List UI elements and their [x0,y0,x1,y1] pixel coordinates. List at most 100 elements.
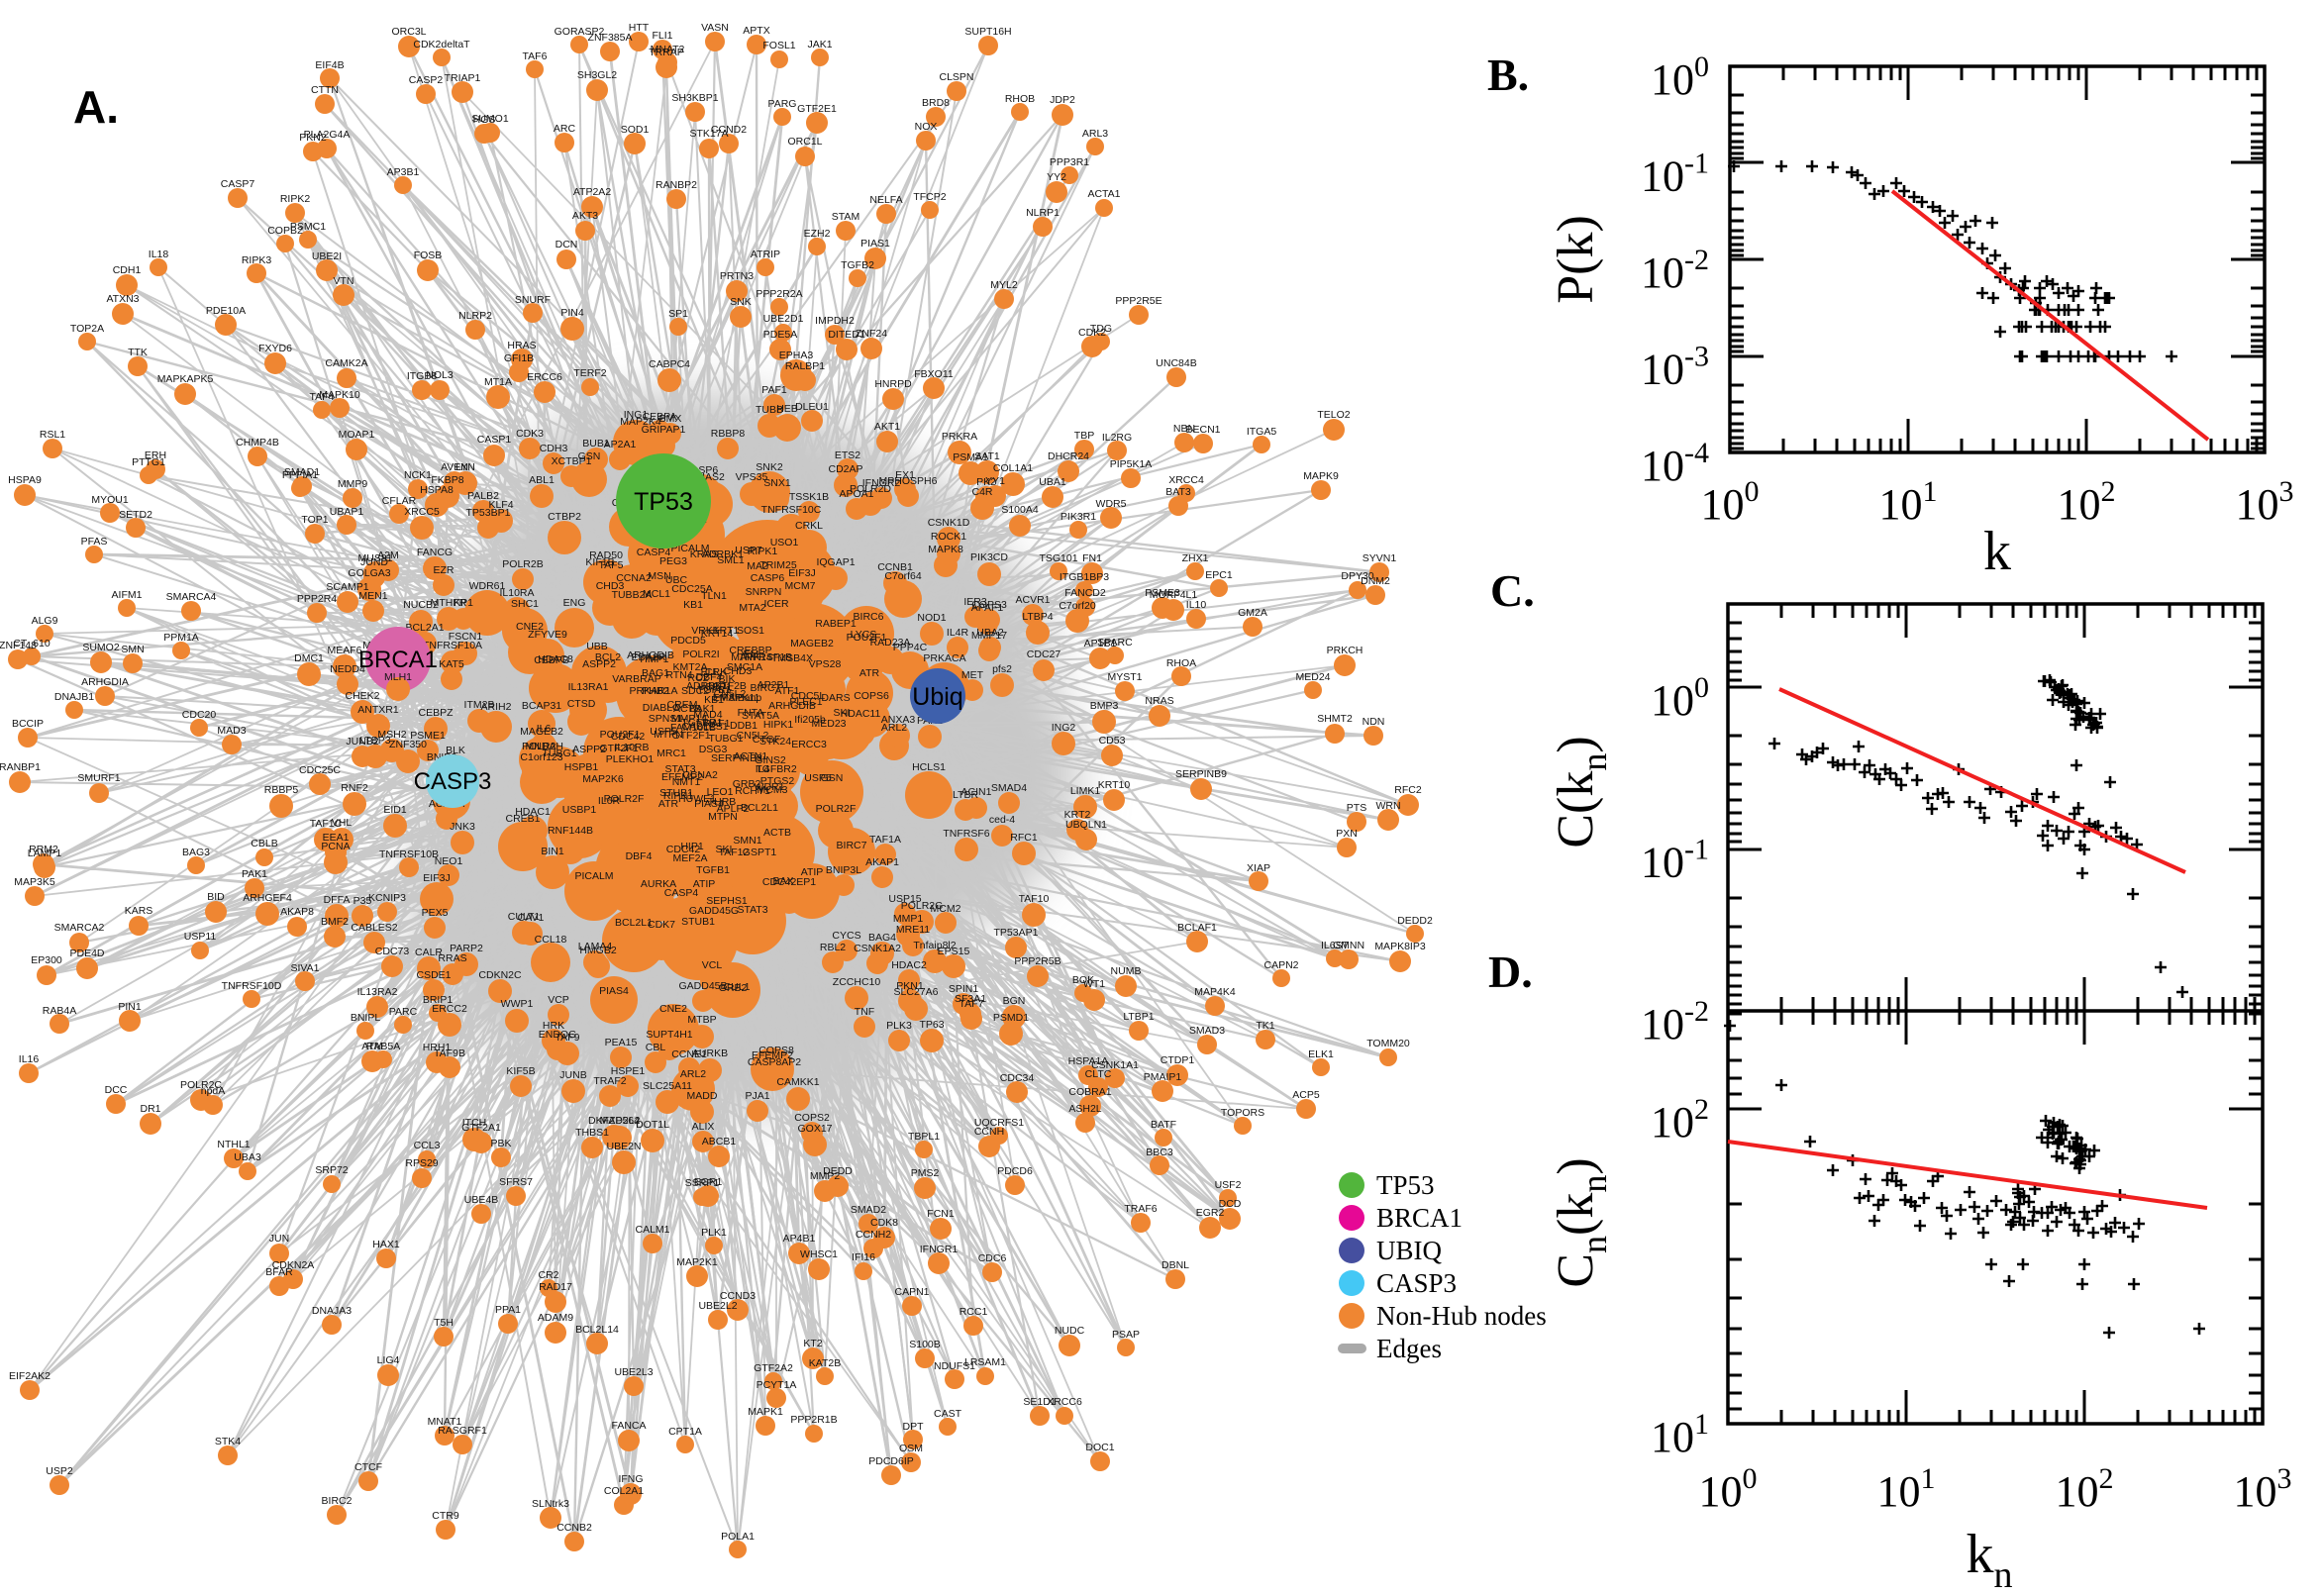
svg-text:STAT3: STAT3 [737,904,767,916]
svg-text:TFCP2: TFCP2 [913,191,946,203]
svg-text:IMPDH2: IMPDH2 [815,315,855,327]
svg-text:PFAS: PFAS [81,536,108,548]
svg-text:MOAP1: MOAP1 [339,429,375,441]
svg-text:IL6R: IL6R [598,795,621,807]
svg-text:BNIPL: BNIPL [351,1012,381,1024]
svg-text:PXN: PXN [1336,828,1358,840]
svg-text:WWP1: WWP1 [501,998,534,1010]
svg-text:BAG3: BAG3 [182,847,210,858]
svg-text:STK17A: STK17A [689,128,728,140]
svg-text:P35: P35 [354,895,372,907]
svg-text:EIF3J: EIF3J [788,567,815,579]
svg-text:ATP2A2: ATP2A2 [573,186,611,198]
svg-text:ATIP: ATIP [801,866,824,878]
svg-text:SMAD2: SMAD2 [851,1204,886,1216]
svg-text:OSM: OSM [899,1443,923,1454]
svg-text:ZCCHC10: ZCCHC10 [833,976,881,988]
svg-text:CEBPB: CEBPB [534,654,569,666]
svg-text:TGFB1: TGFB1 [696,864,730,876]
svg-text:SMARCA2: SMARCA2 [54,922,105,934]
svg-text:RFC2: RFC2 [1394,784,1422,796]
svg-text:CASP8AP2: CASP8AP2 [748,1056,801,1068]
svg-text:Ifi205b: Ifi205b [794,714,826,726]
svg-text:pfs2: pfs2 [992,663,1012,675]
svg-text:ACTA1: ACTA1 [1087,188,1120,200]
svg-text:SUPT16H: SUPT16H [964,26,1011,38]
svg-text:UBQLN1: UBQLN1 [1065,819,1107,831]
svg-text:PSMC1: PSMC1 [290,221,326,233]
svg-text:GSN: GSN [821,772,844,784]
svg-text:PDCD5: PDCD5 [670,635,706,647]
svg-text:ACVR1: ACVR1 [1015,594,1050,606]
svg-text:GTF2F1: GTF2F1 [671,730,710,742]
svg-text:PSAP: PSAP [1112,1329,1140,1341]
svg-text:TAF12: TAF12 [719,847,750,858]
svg-text:CCNE1: CCNE1 [671,1048,707,1060]
svg-text:COL2A1: COL2A1 [604,1485,644,1497]
svg-text:CDH3: CDH3 [540,443,568,454]
svg-text:ACP5: ACP5 [1292,1089,1320,1101]
svg-text:ERCC3: ERCC3 [791,739,827,750]
svg-text:PIP5K1A: PIP5K1A [1110,458,1153,470]
svg-text:T5H: T5H [434,1317,454,1329]
svg-text:BID: BID [207,891,225,903]
svg-text:MAPK10: MAPK10 [319,389,360,401]
svg-text:TNFRSF10A: TNFRSF10A [423,640,482,651]
svg-text:COPB2: COPB2 [267,225,303,237]
svg-text:GSPT1: GSPT1 [743,847,777,858]
svg-text:MAP2K4: MAP2K4 [620,416,661,428]
svg-text:CHD3: CHD3 [724,665,753,677]
svg-text:BAT3: BAT3 [1165,486,1191,498]
svg-text:MAPKAPK5: MAPKAPK5 [157,373,214,385]
svg-text:NRAS: NRAS [1145,695,1173,707]
svg-text:USF2: USF2 [1215,1179,1242,1191]
svg-text:101: 101 [1879,475,1938,529]
svg-text:CAPN2: CAPN2 [1263,959,1298,971]
svg-text:DEDD: DEDD [823,1165,853,1177]
svg-text:MMP9: MMP9 [338,478,367,490]
svg-text:MTBP: MTBP [687,1014,716,1026]
svg-text:EFEMP2: EFEMP2 [661,771,703,783]
svg-text:PSMA1: PSMA1 [953,451,988,463]
svg-text:MSH2: MSH2 [377,729,406,741]
svg-text:VASN: VASN [701,22,729,34]
svg-text:ATM: ATM [361,1041,382,1052]
svg-text:PPP2R5B: PPP2R5B [1014,955,1060,967]
svg-text:VCL: VCL [702,959,723,971]
svg-text:PIN4: PIN4 [560,307,584,319]
svg-text:CCL3: CCL3 [414,1140,441,1151]
svg-text:CAPN1: CAPN1 [894,1286,929,1298]
svg-text:RRM2: RRM2 [29,844,58,855]
svg-text:MEN1: MEN1 [358,590,387,602]
svg-text:ALIX: ALIX [692,1121,715,1133]
svg-text:PPA1: PPA1 [495,1304,521,1316]
svg-text:RC2: RC2 [687,672,708,684]
svg-text:CDC25A: CDC25A [671,583,712,595]
svg-text:SPIN1: SPIN1 [949,983,979,995]
svg-text:TGFB1: TGFB1 [697,684,731,696]
svg-text:CCNB2: CCNB2 [556,1522,592,1534]
svg-text:USP7: USP7 [735,545,762,556]
svg-text:NEDD4: NEDD4 [330,663,365,675]
svg-text:XRCC5: XRCC5 [404,506,440,518]
svg-text:ABCB1: ABCB1 [702,1136,737,1147]
svg-text:PAF1: PAF1 [761,384,787,396]
svg-text:CDC42EP1: CDC42EP1 [762,876,816,888]
svg-text:CD53: CD53 [1099,735,1126,747]
svg-text:ZFYVE9: ZFYVE9 [528,629,567,641]
svg-text:TNFRSF10B: TNFRSF10B [379,848,439,860]
svg-text:UBA2: UBA2 [976,627,1004,639]
svg-text:RBBP8: RBBP8 [711,428,746,440]
svg-text:HSPA8: HSPA8 [420,484,454,496]
svg-text:USP5: USP5 [650,726,677,738]
svg-text:VTN: VTN [334,275,354,287]
svg-text:HDAC1: HDAC1 [515,806,551,818]
svg-text:ADRBK1: ADRBK1 [702,549,744,560]
svg-text:RFC1: RFC1 [1010,832,1038,844]
svg-text:C1orf123: C1orf123 [520,751,562,763]
svg-text:MCM7: MCM7 [785,580,816,592]
svg-text:SH3GL2: SH3GL2 [577,69,617,81]
svg-text:PEG3: PEG3 [659,555,687,567]
svg-text:IL18: IL18 [149,249,169,260]
svg-text:CAST: CAST [934,1408,962,1420]
